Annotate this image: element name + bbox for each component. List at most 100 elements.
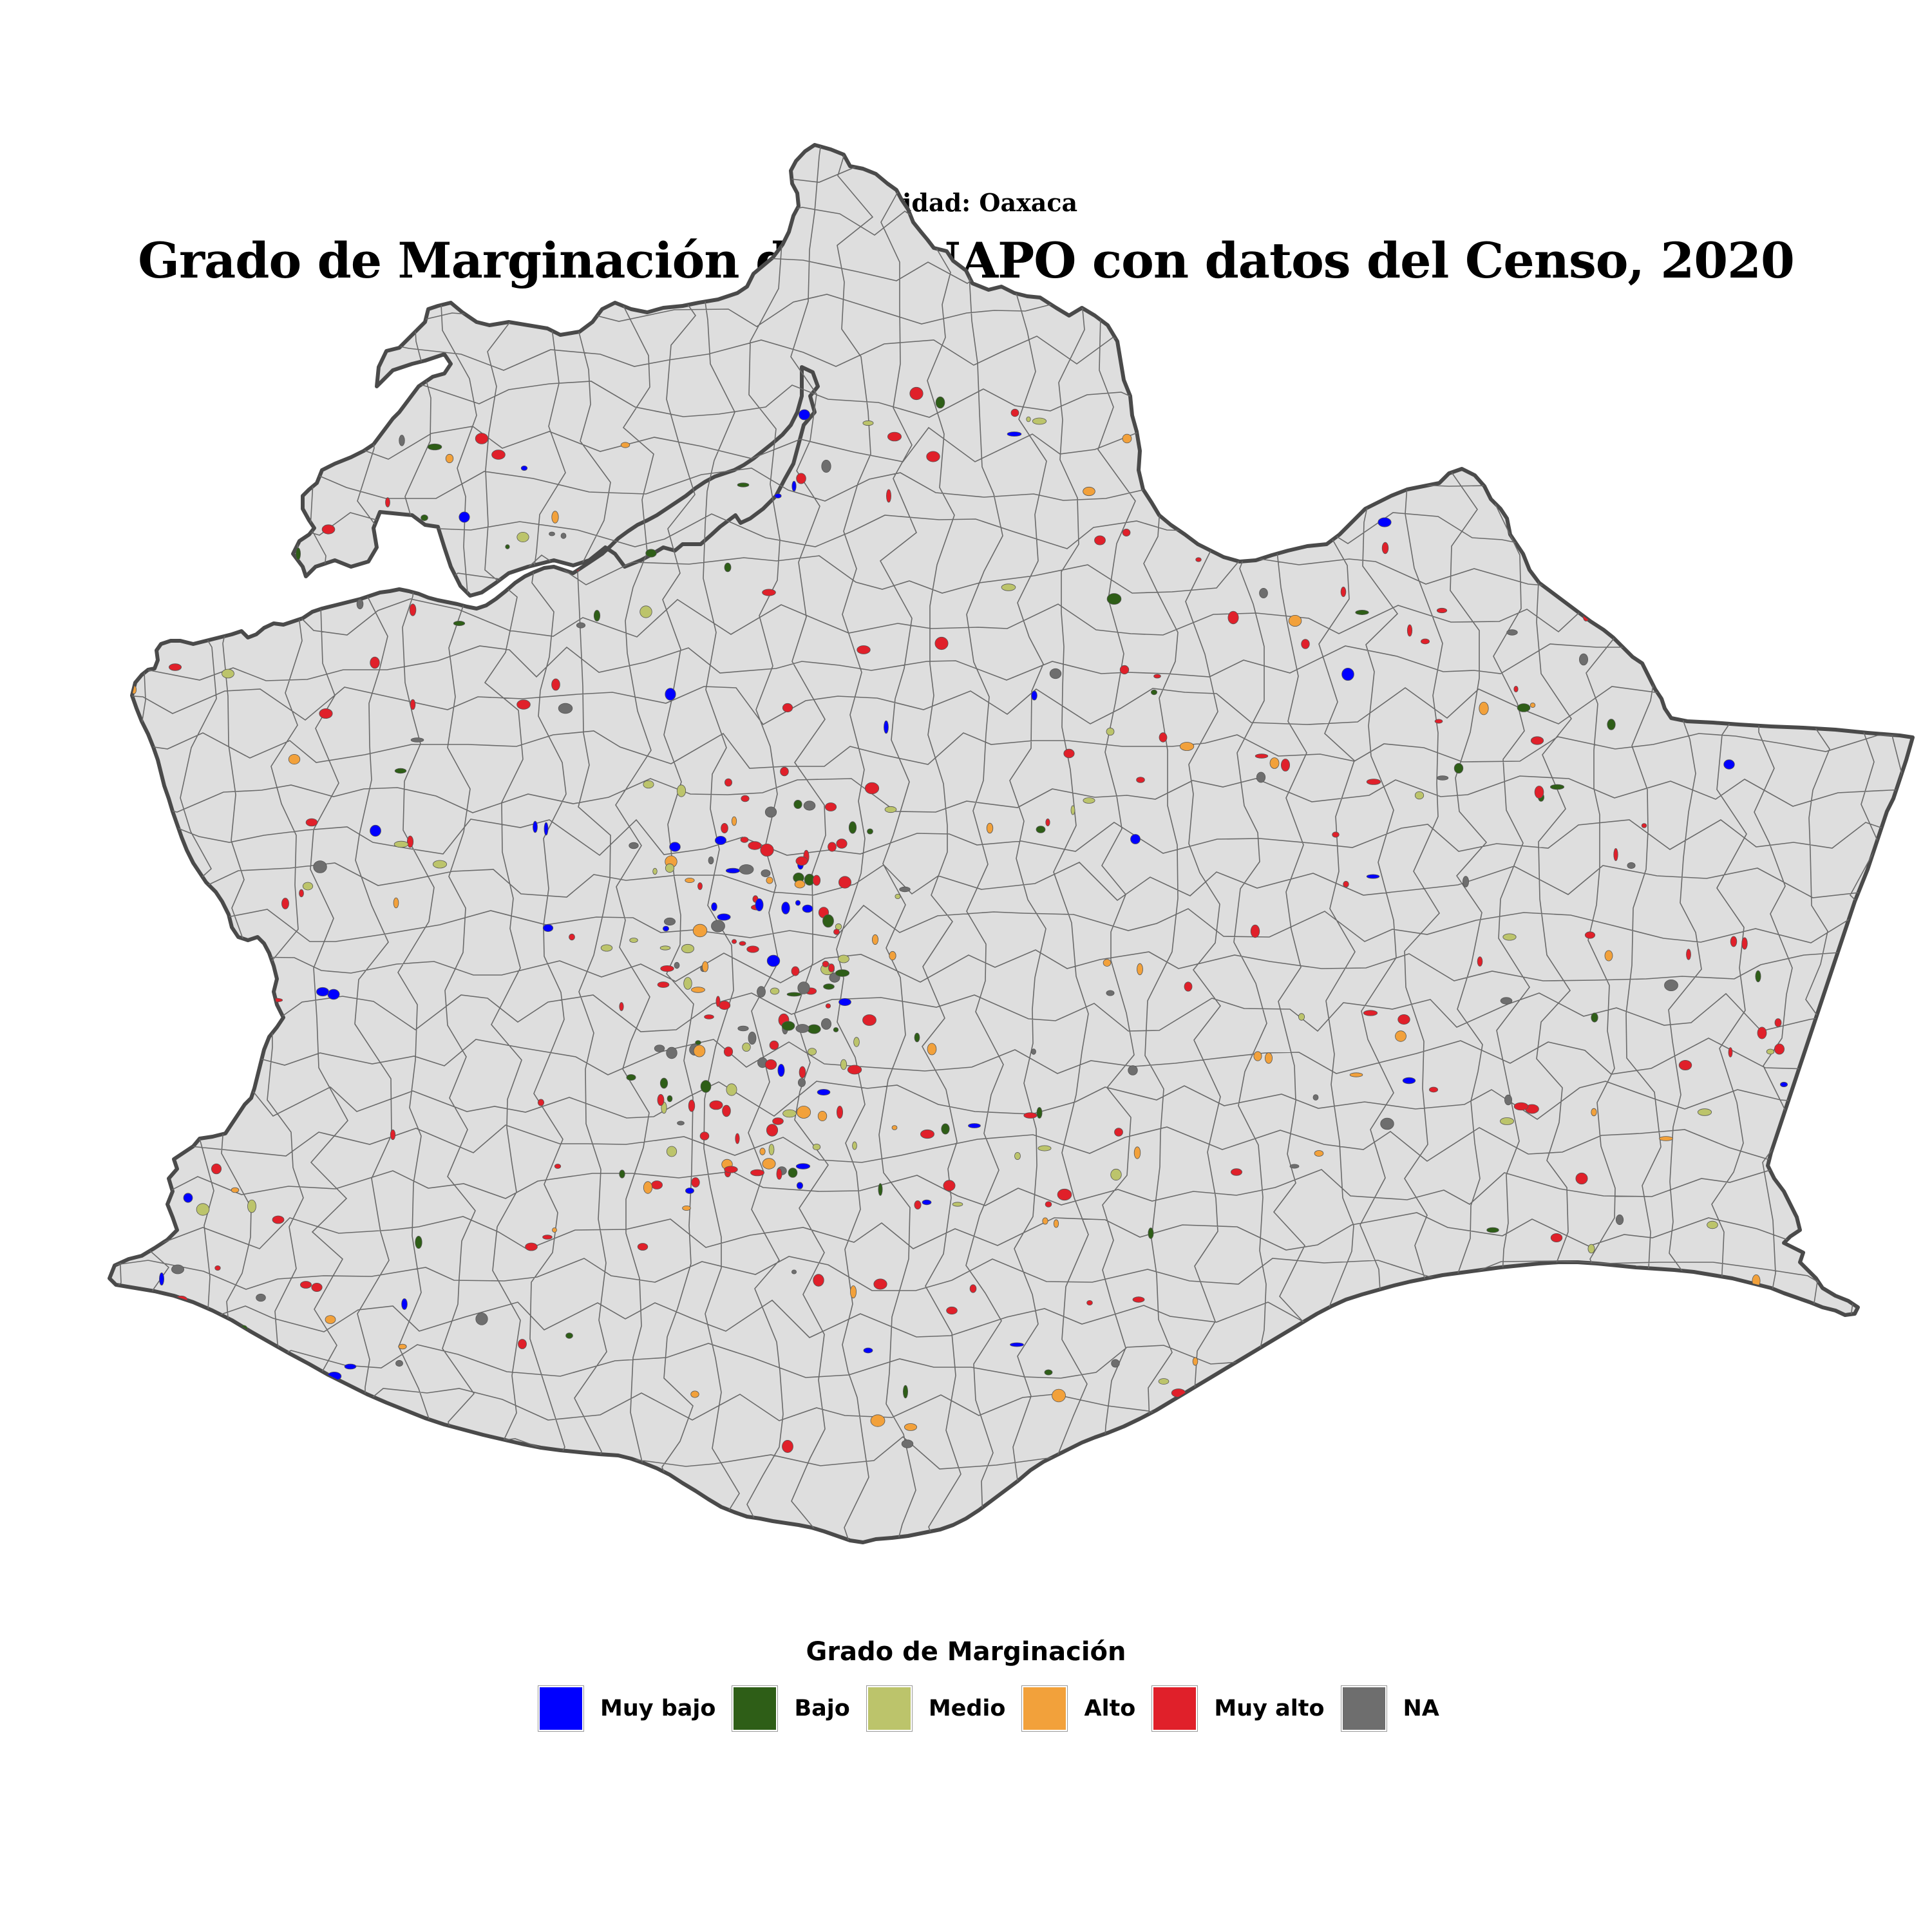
locality-patch — [674, 961, 680, 969]
locality-patch — [802, 904, 813, 913]
locality-patch — [757, 986, 766, 998]
locality-patch — [1083, 486, 1095, 497]
locality-patch — [1014, 1152, 1021, 1160]
locality-patch — [748, 841, 762, 850]
locality-patch — [637, 1243, 649, 1251]
locality-patch — [1258, 402, 1270, 407]
locality-patch — [1122, 433, 1132, 444]
locality-patch — [737, 482, 750, 488]
locality-patch — [1664, 980, 1678, 992]
locality-patch — [1001, 583, 1016, 591]
locality-patch — [1615, 1214, 1624, 1226]
locality-patch — [986, 822, 994, 834]
legend-swatch — [866, 1685, 913, 1732]
locality-patch — [1509, 1397, 1522, 1406]
locality-patch — [370, 656, 380, 669]
locality-patch — [1045, 819, 1050, 827]
locality-patch — [663, 925, 670, 932]
locality-patch — [1613, 848, 1618, 862]
locality-patch — [867, 828, 873, 835]
locality-patch — [1454, 762, 1464, 774]
locality-patch — [1766, 1048, 1775, 1055]
locality-patch — [863, 1347, 873, 1354]
locality-patch — [1122, 529, 1131, 537]
locality-patch — [1231, 1168, 1243, 1176]
locality-patch — [870, 1414, 886, 1427]
locality-patch — [1343, 880, 1349, 888]
locality-patch — [433, 860, 448, 869]
locality-patch — [837, 1106, 844, 1119]
locality-patch — [943, 1180, 956, 1191]
locality-patch — [459, 511, 470, 523]
locality-patch — [835, 923, 842, 931]
locality-patch — [399, 435, 405, 446]
locality-patch — [715, 996, 721, 1007]
locality-patch — [914, 1200, 922, 1210]
locality-patch — [1627, 862, 1636, 869]
locality-patch — [697, 882, 703, 890]
locality-patch — [795, 856, 808, 866]
legend-label: Muy alto — [1214, 1696, 1325, 1721]
locality-patch — [799, 1066, 806, 1079]
locality-patch — [952, 1202, 963, 1207]
locality-patch — [726, 1083, 737, 1096]
locality-patch — [189, 515, 199, 527]
locality-patch — [1200, 448, 1207, 459]
locality-patch — [1381, 542, 1389, 554]
locality-patch — [766, 1124, 779, 1137]
locality-patch — [795, 1024, 810, 1033]
locality-patch — [1289, 447, 1302, 460]
locality-patch — [1502, 933, 1517, 941]
locality-patch — [1730, 936, 1738, 947]
locality-patch — [946, 1306, 958, 1315]
locality-patch — [1513, 1102, 1529, 1111]
locality-patch — [731, 816, 737, 826]
locality-patch — [786, 992, 802, 997]
locality-patch — [691, 987, 705, 993]
locality-patch — [1676, 573, 1685, 585]
locality-patch — [1412, 1376, 1420, 1390]
locality-patch — [1530, 736, 1544, 745]
locality-patch — [600, 944, 613, 952]
locality-patch — [1378, 397, 1390, 407]
locality-patch — [651, 1180, 663, 1189]
locality-patch — [1697, 1108, 1712, 1116]
locality-patch — [739, 941, 746, 946]
locality-patch — [769, 1040, 779, 1050]
locality-patch — [305, 818, 318, 827]
locality-patch — [1235, 1456, 1240, 1464]
locality-patch — [558, 703, 573, 714]
locality-patch — [1397, 1014, 1410, 1025]
locality-patch — [209, 1370, 216, 1379]
locality-patch — [1395, 1030, 1406, 1042]
locality-patch — [166, 895, 178, 903]
locality-patch — [657, 981, 670, 988]
locality-patch — [1743, 520, 1752, 527]
locality-patch — [1706, 556, 1720, 563]
locality-patch — [1596, 550, 1604, 560]
locality-patch — [1558, 396, 1573, 409]
locality-patch — [549, 531, 555, 536]
locality-patch — [1184, 981, 1193, 992]
locality-patch — [715, 836, 727, 846]
locality-patch — [150, 422, 158, 431]
locality-patch — [717, 913, 731, 921]
locality-patch — [1045, 1201, 1052, 1208]
locality-patch — [1106, 990, 1115, 996]
locality-patch — [475, 433, 489, 444]
locality-patch — [1192, 1357, 1198, 1366]
locality-patch — [740, 837, 749, 843]
locality-patch — [1031, 1048, 1036, 1055]
locality-patch — [1049, 668, 1062, 679]
locality-patch — [1341, 668, 1354, 681]
locality-patch — [385, 497, 390, 507]
locality-patch — [700, 1080, 712, 1093]
locality-patch — [760, 844, 774, 857]
locality-patch — [370, 824, 381, 837]
locality-patch — [1133, 1146, 1141, 1159]
locality-patch — [1010, 408, 1019, 417]
locality-patch — [969, 1284, 977, 1293]
locality-patch — [660, 965, 674, 972]
locality-patch — [766, 876, 773, 884]
locality-patch — [1185, 1468, 1199, 1477]
